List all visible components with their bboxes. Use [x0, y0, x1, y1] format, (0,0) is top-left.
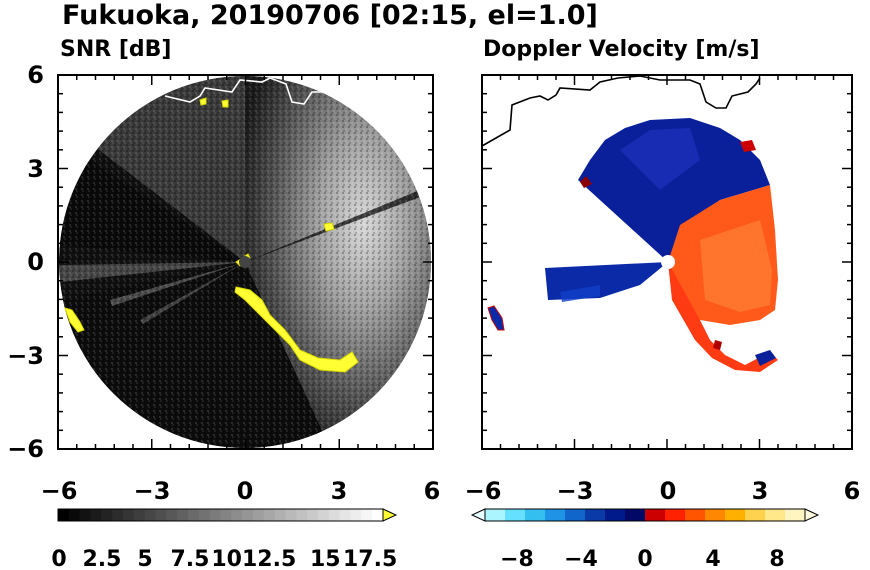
doppler-colorbar-cell	[585, 509, 606, 521]
snr-colorbar-cell	[220, 509, 232, 521]
snr-colorbar-label: 15	[310, 547, 341, 570]
doppler-colorbar-label: 8	[769, 547, 784, 570]
snr-colorbar-label: 17.5	[343, 547, 397, 570]
snr-colorbar-cell	[328, 509, 341, 521]
doppler-colorbar-cell	[685, 509, 706, 521]
doppler-colorbar-cell	[545, 509, 566, 521]
snr-colorbar-cell	[188, 509, 200, 521]
snr-panel: 6 3 0 −3 −6 −6 −3 0 3 6	[7, 61, 441, 505]
snr-colorbar-cell	[101, 509, 113, 521]
snr-colorbar-label: 12.5	[242, 547, 296, 570]
snr-colorbar-cell	[285, 509, 297, 521]
snr-minor-ticks	[57, 74, 434, 450]
snr-colorbar-cell	[372, 509, 384, 521]
doppler-colorbar-cell	[645, 509, 666, 521]
doppler-colorbar-cell	[625, 509, 646, 521]
doppler-xtick-label: 0	[660, 477, 677, 505]
snr-colorbar-cell	[296, 509, 308, 521]
doppler-coastline	[481, 75, 761, 147]
snr-xtick-label: 3	[331, 477, 348, 505]
snr-colorbar-cell	[253, 509, 265, 521]
snr-colorbar-label: 10	[211, 547, 242, 570]
snr-colorbar-label: 2.5	[83, 547, 122, 570]
doppler-xtick-label: −6	[465, 477, 502, 505]
snr-field	[59, 76, 431, 448]
snr-colorbar-cell	[231, 509, 243, 521]
snr-colorbar-cell	[90, 509, 102, 521]
doppler-panel-title: Doppler Velocity [m/s]	[483, 37, 760, 62]
doppler-radar-site	[661, 255, 675, 269]
snr-xtick-label: 0	[237, 477, 254, 505]
snr-colorbar-cell	[123, 509, 135, 521]
snr-colorbar-cell	[307, 509, 319, 521]
snr-colorbar-cell	[177, 509, 189, 521]
snr-colorbar-cell	[144, 509, 156, 521]
snr-xtick-label: −3	[134, 477, 171, 505]
snr-colorbar-cell	[133, 509, 146, 521]
snr-colorbar-cell	[209, 509, 221, 521]
doppler-colorbar-cell	[705, 509, 726, 521]
snr-ytick-label: 3	[27, 155, 44, 183]
snr-colorbar-cell	[350, 509, 362, 521]
doppler-field	[487, 118, 778, 372]
snr-colorbar-label: 7.5	[171, 547, 210, 570]
doppler-colorbar-cell	[665, 509, 686, 521]
snr-colorbar-label: 5	[137, 547, 152, 570]
snr-colorbar-cell	[79, 509, 91, 521]
snr-colorbar-cell	[361, 509, 373, 521]
snr-xtick-label: 6	[424, 477, 441, 505]
snr-panel-title: SNR [dB]	[60, 37, 171, 62]
doppler-xtick-label: 6	[844, 477, 861, 505]
snr-colorbar-cell	[112, 509, 124, 521]
doppler-colorbar-cell	[725, 509, 746, 521]
doppler-minor-ticks	[481, 74, 853, 450]
snr-ytick-label: 0	[27, 248, 44, 276]
snr-ytick-label: 6	[27, 61, 44, 89]
snr-ytick-label: −6	[7, 435, 44, 463]
snr-colorbar-cell	[198, 509, 211, 521]
doppler-colorbar-cell	[525, 509, 546, 521]
doppler-colorbar-cell	[745, 509, 766, 521]
doppler-colorbar-label: 4	[705, 547, 720, 570]
snr-xtick-label: −6	[41, 477, 78, 505]
snr-colorbar: 0 2.5 5 7.5 10 12.5 15 17.5	[51, 508, 398, 570]
snr-colorbar-cell	[166, 509, 178, 521]
doppler-colorbar-cell	[605, 509, 626, 521]
doppler-colorbar-cell	[785, 509, 806, 521]
doppler-colorbar-extend-high	[804, 508, 820, 522]
snr-colorbar-cell	[155, 509, 167, 521]
doppler-colorbar-cell	[505, 509, 526, 521]
doppler-colorbar-cell	[565, 509, 586, 521]
doppler-xtick-label: −3	[557, 477, 594, 505]
snr-radar-site	[239, 256, 251, 268]
doppler-xtick-label: 3	[752, 477, 769, 505]
doppler-colorbar-label: −4	[564, 547, 598, 570]
figure-title: Fukuoka, 20190706 [02:15, el=1.0]	[62, 0, 598, 31]
doppler-colorbar-cell	[765, 509, 786, 521]
snr-colorbar-cell	[274, 509, 286, 521]
snr-colorbar-frame	[57, 508, 384, 522]
snr-colorbar-extend-arrow	[382, 508, 398, 522]
doppler-colorbar-label: −8	[500, 547, 534, 570]
snr-colorbar-cell	[242, 509, 254, 521]
snr-ytick-label: −3	[7, 342, 44, 370]
snr-colorbar-cell	[58, 509, 70, 521]
doppler-colorbar-frame	[484, 508, 806, 522]
snr-colorbar-cell	[263, 509, 276, 521]
snr-colorbar-cell	[68, 509, 81, 521]
snr-colorbar-cell	[318, 509, 330, 521]
doppler-panel: −6 −3 0 3 6	[465, 74, 861, 505]
doppler-colorbar-cell	[485, 509, 506, 521]
snr-colorbar-label: 0	[51, 547, 66, 570]
doppler-colorbar-extend-low	[470, 508, 486, 522]
snr-colorbar-cell	[339, 509, 351, 521]
snr-coastline	[164, 77, 337, 105]
doppler-colorbar-label: 0	[637, 547, 652, 570]
doppler-colorbar: −8 −4 0 4 8	[470, 508, 820, 570]
